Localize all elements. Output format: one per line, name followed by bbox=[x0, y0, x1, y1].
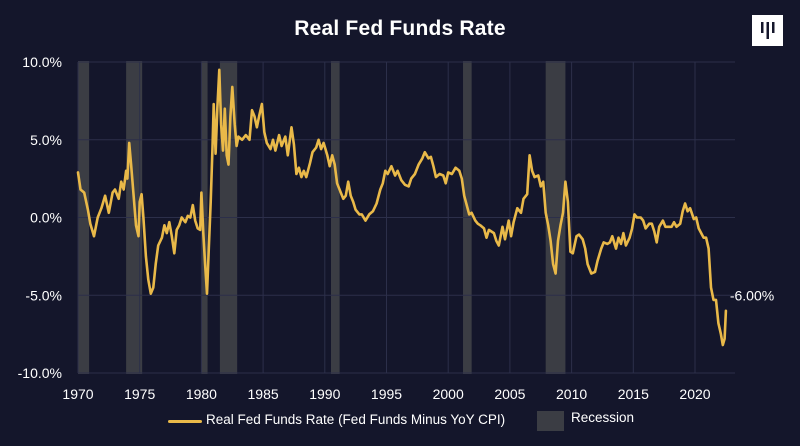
x-tick-label: 2020 bbox=[679, 386, 710, 402]
x-tick-label: 2010 bbox=[556, 386, 587, 402]
brand-logo bbox=[752, 15, 783, 46]
legend-line-swatch bbox=[168, 420, 202, 423]
series-line-real-fed-funds-rate bbox=[76, 68, 728, 347]
legend: Real Fed Funds Rate (Fed Funds Minus YoY… bbox=[0, 410, 800, 431]
end-value-label: -6.00% bbox=[730, 287, 774, 303]
legend-recession-swatch bbox=[537, 411, 564, 431]
x-tick-label: 2000 bbox=[433, 386, 464, 402]
x-tick-label: 1975 bbox=[124, 386, 155, 402]
x-tick-label: 1980 bbox=[186, 386, 217, 402]
x-tick-label: 2005 bbox=[494, 386, 525, 402]
chart-title: Real Fed Funds Rate bbox=[294, 17, 506, 40]
y-tick-label: -10.0% bbox=[18, 365, 62, 381]
y-tick-label: 5.0% bbox=[30, 132, 62, 148]
y-tick-label: 0.0% bbox=[30, 210, 62, 226]
logo-bars-icon bbox=[761, 22, 775, 39]
y-tick-label: 10.0% bbox=[22, 54, 62, 70]
x-tick-label: 1995 bbox=[371, 386, 402, 402]
x-tick-label: 1970 bbox=[62, 386, 93, 402]
x-tick-label: 1990 bbox=[309, 386, 340, 402]
y-tick-label: -5.0% bbox=[25, 287, 62, 303]
gridlines bbox=[77, 61, 735, 374]
legend-label-recession: Recession bbox=[571, 410, 635, 425]
x-tick-label: 1985 bbox=[248, 386, 279, 402]
legend-label-series: Real Fed Funds Rate (Fed Funds Minus YoY… bbox=[206, 412, 506, 427]
x-tick-label: 2015 bbox=[618, 386, 649, 402]
x-axis-ticks: 1970 1975 1980 1985 1990 1995 2000 2005 2010 2015… bbox=[62, 386, 710, 402]
y-axis-ticks: 10.0% 5.0% 0.0% -5.0% -10.0% bbox=[18, 54, 62, 381]
